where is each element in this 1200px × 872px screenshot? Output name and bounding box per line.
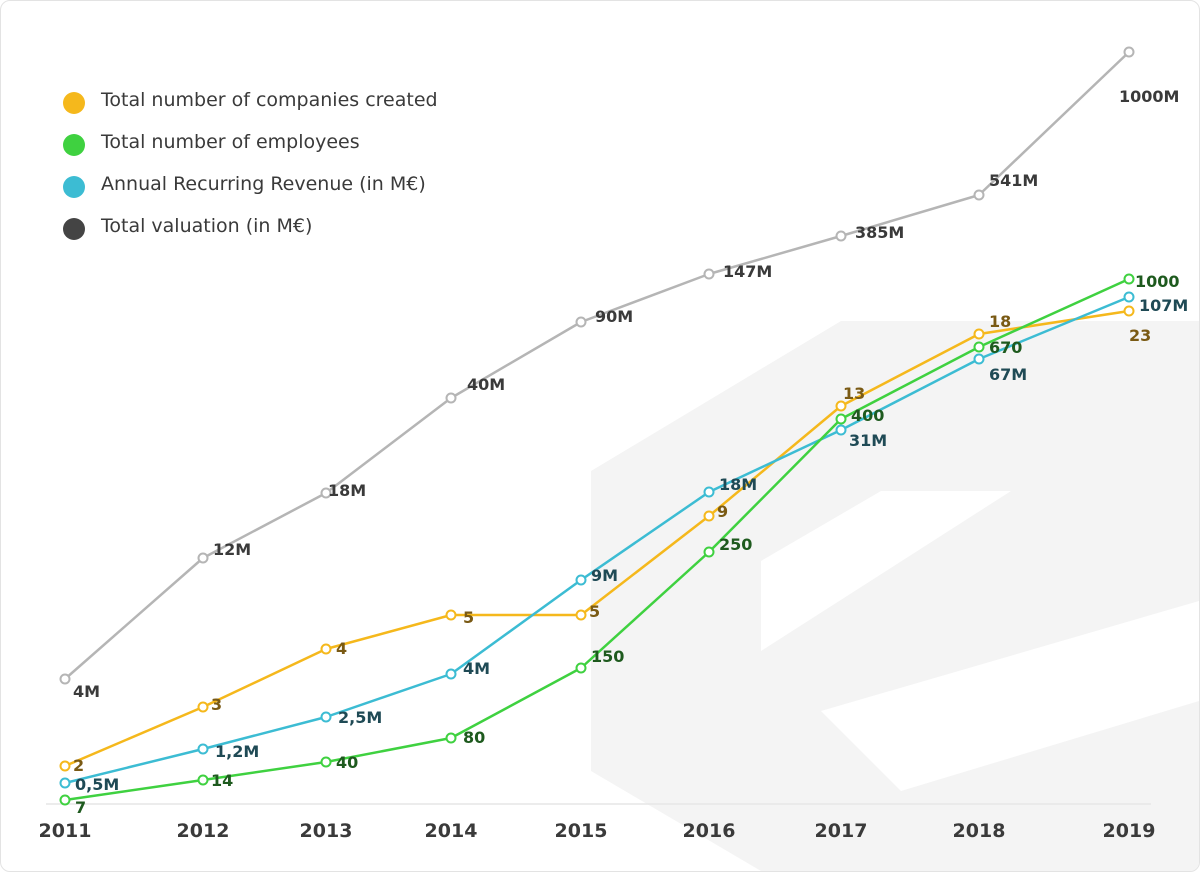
data-label: 18: [989, 312, 1011, 331]
data-label: 67M: [989, 365, 1027, 384]
data-label: 9: [717, 502, 728, 521]
x-tick-label: 2016: [683, 820, 736, 842]
data-point[interactable]: [445, 732, 457, 744]
data-label: 4M: [463, 659, 490, 678]
data-label: 1000M: [1119, 87, 1179, 106]
data-label: 18M: [719, 475, 757, 494]
legend-label: Total number of employees: [101, 131, 360, 153]
data-label: 9M: [591, 566, 618, 585]
data-label: 150: [591, 647, 624, 666]
data-label: 541M: [989, 171, 1038, 190]
x-tick-label: 2017: [815, 820, 868, 842]
data-label: 107M: [1139, 296, 1188, 315]
data-point[interactable]: [703, 510, 715, 522]
data-label: 7: [75, 798, 86, 817]
data-label: 3: [211, 695, 222, 714]
data-label: 18M: [328, 481, 366, 500]
legend-label: Total valuation (in M€): [101, 215, 313, 237]
legend-swatch: [63, 176, 85, 198]
data-point[interactable]: [1123, 273, 1135, 285]
data-point[interactable]: [973, 189, 985, 201]
x-tick-label: 2014: [425, 820, 478, 842]
legend-swatch: [63, 134, 85, 156]
data-point[interactable]: [973, 341, 985, 353]
data-point[interactable]: [835, 230, 847, 242]
series-group: 7 14 40 80 150 250 400 670 1000: [59, 272, 1180, 817]
legend-swatch: [63, 92, 85, 114]
data-label: 13: [843, 384, 865, 403]
data-label: 40M: [467, 375, 505, 394]
data-point[interactable]: [575, 609, 587, 621]
data-point[interactable]: [973, 353, 985, 365]
data-point[interactable]: [835, 400, 847, 412]
data-point[interactable]: [973, 328, 985, 340]
data-point[interactable]: [320, 643, 332, 655]
data-point[interactable]: [320, 756, 332, 768]
data-point[interactable]: [1123, 46, 1135, 58]
data-label: 31M: [849, 431, 887, 450]
data-point[interactable]: [575, 574, 587, 586]
data-point[interactable]: [835, 424, 847, 436]
data-label: 80: [463, 728, 485, 747]
data-label: 40: [336, 753, 358, 772]
x-tick-label: 2012: [177, 820, 230, 842]
data-point[interactable]: [835, 413, 847, 425]
data-point[interactable]: [197, 774, 209, 786]
data-point[interactable]: [575, 316, 587, 328]
data-label: 400: [851, 406, 884, 425]
data-point[interactable]: [445, 392, 457, 404]
data-label: 12M: [213, 540, 251, 559]
data-point[interactable]: [59, 777, 71, 789]
brand-watermark: [591, 321, 1199, 871]
legend-label: Total number of companies created: [101, 89, 438, 111]
data-point[interactable]: [197, 743, 209, 755]
data-point[interactable]: [445, 668, 457, 680]
x-tick-label: 2019: [1103, 820, 1156, 842]
x-tick-label: 2018: [953, 820, 1006, 842]
legend-label: Annual Recurring Revenue (in M€): [101, 173, 426, 195]
data-label: 250: [719, 535, 752, 554]
series-group: 4M 12M 18M 40M 90M 147M 385M 541M 1000M: [59, 46, 1179, 701]
data-point[interactable]: [59, 794, 71, 806]
data-label: 147M: [723, 262, 772, 281]
data-point[interactable]: [1123, 291, 1135, 303]
data-label: 5: [589, 602, 600, 621]
data-label: 0,5M: [75, 775, 119, 794]
data-label: 4M: [73, 682, 100, 701]
x-tick-label: 2013: [300, 820, 353, 842]
x-axis-ticks: 2011 2012 2013 2014 2015 2016 2017 2018 2019: [39, 820, 1156, 842]
data-point[interactable]: [703, 546, 715, 558]
series-group: 0,5M 1,2M 2,5M 4M 9M 18M 31M 67M 107M: [59, 291, 1188, 794]
data-point[interactable]: [320, 487, 332, 499]
legend-swatch: [63, 218, 85, 240]
data-point[interactable]: [320, 711, 332, 723]
data-label: 385M: [855, 223, 904, 242]
data-point[interactable]: [197, 552, 209, 564]
data-point[interactable]: [197, 701, 209, 713]
data-point[interactable]: [575, 662, 587, 674]
data-point[interactable]: [703, 268, 715, 280]
data-point[interactable]: [703, 486, 715, 498]
data-label: 5: [463, 608, 474, 627]
data-label: 14: [211, 771, 233, 790]
data-label: 1,2M: [215, 742, 259, 761]
data-point[interactable]: [1123, 305, 1135, 317]
data-label: 90M: [595, 307, 633, 326]
x-tick-label: 2015: [555, 820, 608, 842]
data-label: 2,5M: [338, 708, 382, 727]
data-point[interactable]: [59, 673, 71, 685]
data-point[interactable]: [59, 760, 71, 772]
data-label: 2: [73, 756, 84, 775]
data-point[interactable]: [445, 609, 457, 621]
x-tick-label: 2011: [39, 820, 92, 842]
data-label: 670: [989, 338, 1022, 357]
data-label: 23: [1129, 326, 1151, 345]
data-label: 1000: [1135, 272, 1180, 291]
data-label: 4: [336, 639, 347, 658]
